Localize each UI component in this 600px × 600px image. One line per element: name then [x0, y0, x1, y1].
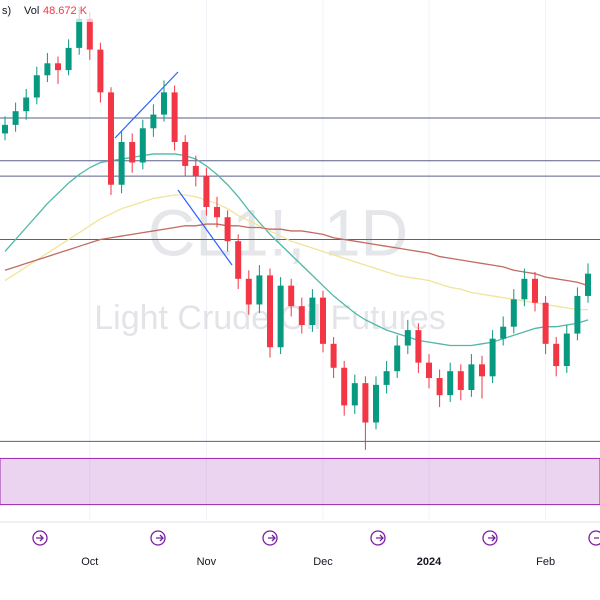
candle-body [330, 343, 337, 368]
candle-body [235, 241, 242, 279]
volume-label: Vol [24, 5, 39, 17]
moving-average [4, 194, 588, 311]
candle-body [479, 364, 485, 377]
candle-body [457, 371, 464, 390]
candle-body [161, 92, 167, 115]
candle-body [500, 326, 507, 339]
volume-value: 48.672 K [43, 5, 88, 17]
candle-body [351, 383, 358, 406]
candle-body [585, 273, 591, 296]
candle-body [245, 278, 252, 305]
x-tick-label: Dec [313, 556, 333, 568]
event-icon[interactable] [262, 530, 278, 546]
candle-body [309, 297, 316, 325]
candle-body [277, 285, 284, 348]
candle-body [426, 362, 432, 379]
candle-body [341, 367, 348, 406]
candle-body [55, 63, 61, 71]
candle-body [320, 297, 326, 344]
candle-layer [2, 6, 591, 450]
event-arrows [36, 534, 599, 542]
x-tick-label: Feb [536, 556, 555, 568]
candle-body [298, 306, 305, 325]
candle-body [468, 364, 475, 390]
level-layer [0, 117, 600, 442]
candle-body [182, 141, 189, 166]
candle-body [394, 345, 401, 372]
candle-body [129, 141, 136, 163]
grid [89, 0, 547, 520]
moving-average [4, 223, 589, 287]
candle-body [532, 278, 538, 303]
candle-body [383, 371, 390, 385]
event-icons [32, 530, 600, 546]
candle-body [415, 330, 422, 363]
trend-line [177, 189, 233, 266]
candle-body [447, 371, 454, 396]
candle-body [33, 75, 40, 98]
candle-body [150, 114, 157, 129]
candle-body [192, 165, 199, 177]
candle-body [76, 18, 83, 48]
legend-bg [0, 0, 120, 22]
watermark-title: CL1!, 1D [148, 195, 408, 269]
candle-body [521, 278, 528, 300]
x-tick-label: 2024 [417, 556, 442, 568]
candle-body [118, 141, 125, 185]
legend-fragment: s) [2, 5, 11, 17]
x-tick-label: Oct [81, 556, 98, 568]
zone-layer [0, 457, 600, 506]
event-icon[interactable] [32, 530, 48, 546]
candle-body [489, 338, 496, 377]
event-icon[interactable] [482, 530, 498, 546]
candle-body [65, 47, 72, 71]
candle-body [267, 275, 273, 348]
candle-body [436, 378, 443, 396]
candle-body [86, 18, 93, 50]
zone [0, 457, 600, 506]
event-icon[interactable] [588, 530, 600, 546]
candle-body [362, 383, 369, 423]
x-tick-label: Nov [197, 556, 217, 568]
candle-body [97, 49, 104, 93]
candle-body [542, 302, 549, 344]
candle-body [12, 111, 19, 125]
candle-body [574, 295, 581, 334]
trend-line [114, 71, 179, 139]
candle-body [288, 285, 295, 307]
candle-body [44, 63, 51, 76]
candle-body [510, 299, 517, 327]
candle-body [203, 176, 210, 207]
candle-body [2, 124, 8, 134]
candle-body [23, 97, 30, 112]
candle-body [553, 343, 560, 367]
event-icon[interactable] [370, 530, 386, 546]
candle-body [139, 128, 146, 163]
candle-body [214, 206, 220, 218]
event-icon[interactable] [150, 530, 166, 546]
candle-body [224, 217, 231, 242]
candle-body [108, 92, 114, 185]
candle-body [563, 333, 570, 367]
candle-body [256, 275, 263, 305]
candle-body [404, 330, 411, 346]
x-axis: Oct Nov Dec 2024 Feb [81, 556, 555, 568]
candle-body [171, 92, 178, 142]
candle-body [373, 384, 379, 423]
